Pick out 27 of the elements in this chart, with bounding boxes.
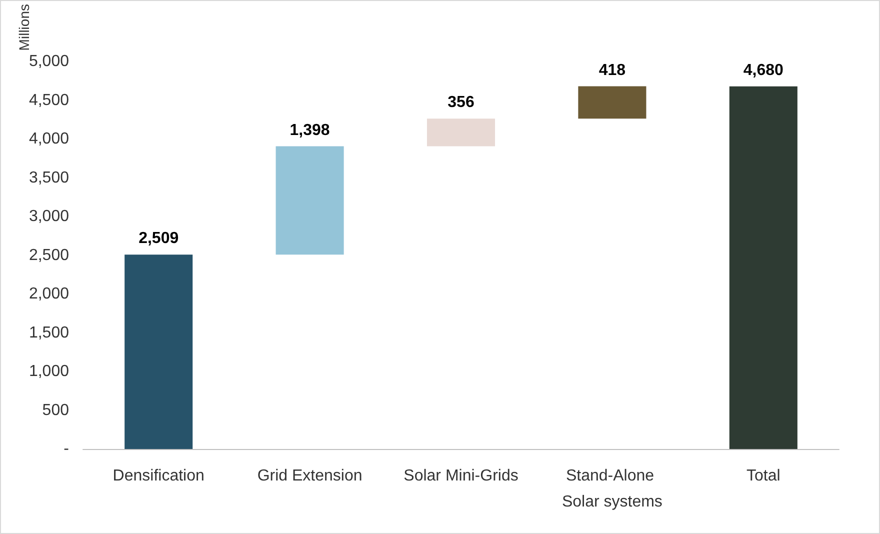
bar bbox=[578, 86, 646, 119]
y-tick-label: 4,000 bbox=[28, 130, 70, 148]
data-label: 418 bbox=[598, 62, 626, 79]
y-tick-label: 1,000 bbox=[28, 363, 70, 380]
bar bbox=[426, 118, 496, 146]
y-tick-label: - bbox=[64, 440, 69, 458]
y-tick-label: 1,500 bbox=[28, 324, 70, 342]
x-tick-label: Grid Extension bbox=[257, 468, 362, 484]
data-label: 356 bbox=[448, 94, 474, 112]
bar bbox=[276, 146, 344, 255]
bar bbox=[124, 254, 193, 449]
x-tick-label: Stand-Alone Solar systems bbox=[562, 468, 662, 510]
y-axis-title: Millions bbox=[16, 4, 32, 51]
data-label: 4,680 bbox=[743, 62, 784, 79]
y-tick-label: 2,500 bbox=[28, 246, 70, 264]
x-tick-label: Total bbox=[746, 468, 780, 484]
y-tick-label: 2,000 bbox=[28, 286, 70, 303]
x-tick-label: Solar Mini-Grids bbox=[404, 468, 518, 484]
y-tick-label: 5,000 bbox=[28, 53, 70, 70]
y-tick-label: 3,000 bbox=[28, 208, 70, 226]
x-tick-label: Densification bbox=[112, 468, 204, 484]
y-tick-label: 4,500 bbox=[28, 92, 70, 109]
bar bbox=[729, 86, 798, 449]
data-label: 2,509 bbox=[138, 230, 179, 248]
data-label: 1,398 bbox=[290, 122, 330, 139]
y-tick-label: 500 bbox=[42, 402, 70, 419]
y-tick-label: 3,500 bbox=[28, 169, 70, 186]
